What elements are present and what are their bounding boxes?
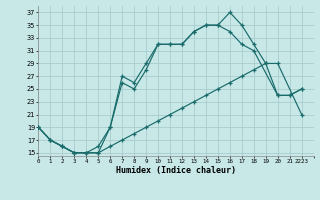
X-axis label: Humidex (Indice chaleur): Humidex (Indice chaleur) [116, 166, 236, 175]
